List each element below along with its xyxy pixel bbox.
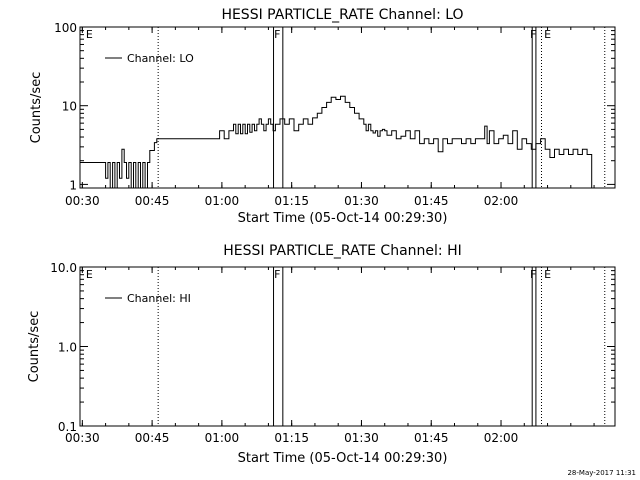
x-tick-label: 00:30 <box>65 431 100 445</box>
flag-label: E <box>544 268 551 281</box>
x-tick-label: 01:00 <box>205 194 240 208</box>
flag-label: E <box>86 268 93 281</box>
chart-title: HESSI PARTICLE_RATE Channel: LO <box>221 7 463 23</box>
y-tick-label: 1.0 <box>58 341 77 355</box>
y-axis-label: Counts/sec <box>27 311 42 383</box>
x-tick-label: 01:15 <box>274 431 309 445</box>
x-tick-label: 00:45 <box>135 194 170 208</box>
panel-1: HESSI PARTICLE_RATE Channel: HI 00:30 00:4… <box>27 243 616 466</box>
x-tick-label: 00:30 <box>65 194 100 208</box>
footer-date: 28-May-2017 11:31 <box>567 469 636 477</box>
panel-0: HESSI PARTICLE_RATE Channel: LO 00:30 00:4… <box>29 7 616 226</box>
chart-title: HESSI PARTICLE_RATE Channel: HI <box>223 243 461 259</box>
plot-frame <box>79 266 616 427</box>
x-axis-label: Start Time (05-Oct-14 00:29:30) <box>238 451 448 466</box>
x-tick-label: 01:45 <box>414 431 449 445</box>
legend-label: Channel: HI <box>127 292 191 305</box>
x-tick-label: 00:45 <box>135 431 170 445</box>
flag-label: F <box>530 268 536 281</box>
y-tick-label: 0.1 <box>58 420 77 434</box>
plot-frame <box>79 26 616 189</box>
y-tick-label: 100 <box>54 21 77 35</box>
series-line <box>80 95 593 188</box>
x-tick-label: 01:00 <box>205 431 240 445</box>
y-axis-label: Counts/sec <box>29 72 44 144</box>
y-tick-label: 10.0 <box>50 261 77 275</box>
x-tick-label: 01:30 <box>344 194 379 208</box>
legend-label: Channel: LO <box>127 52 194 65</box>
x-tick-label: 01:15 <box>274 194 309 208</box>
x-tick-label: 02:00 <box>484 194 519 208</box>
flag-label: F <box>274 28 280 41</box>
flag-label: F <box>530 28 536 41</box>
x-tick-label: 02:00 <box>484 431 519 445</box>
flag-label: E <box>544 28 551 41</box>
x-tick-label: 01:30 <box>344 431 379 445</box>
y-tick-label: 1 <box>69 178 77 192</box>
x-axis-label: Start Time (05-Oct-14 00:29:30) <box>238 211 448 226</box>
flag-label: F <box>274 268 280 281</box>
y-tick-label: 10 <box>62 100 77 114</box>
x-tick-label: 01:45 <box>414 194 449 208</box>
flag-label: E <box>86 28 93 41</box>
